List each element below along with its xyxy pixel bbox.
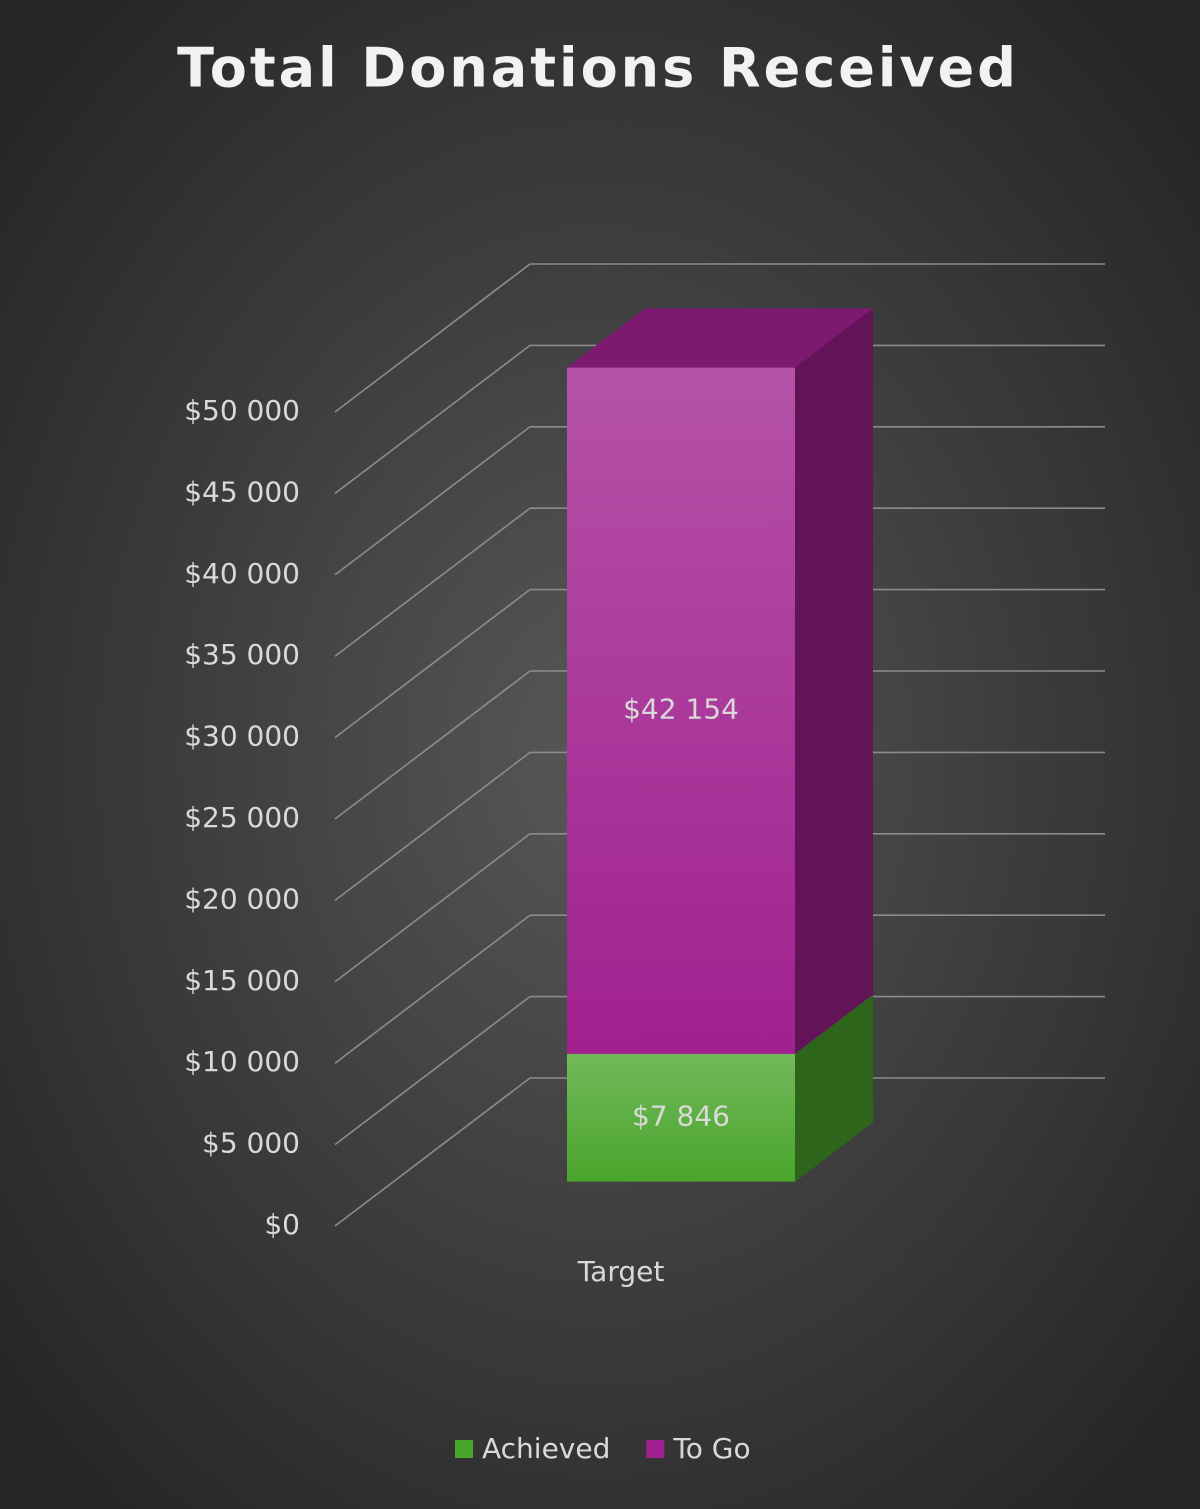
bar-top <box>567 308 873 368</box>
grid-line <box>334 344 531 495</box>
legend-swatch <box>646 1440 665 1458</box>
bar-shine <box>567 367 795 1054</box>
bar-side <box>795 308 873 1054</box>
y-tick-label: $0 <box>264 1208 300 1241</box>
data-label: $7 846 <box>632 1100 730 1133</box>
legend: Achieved To Go <box>455 1432 751 1465</box>
grid-line <box>334 833 531 983</box>
x-tick-label: Target <box>577 1255 665 1288</box>
grid-line <box>334 507 531 657</box>
y-tick-label: $25 000 <box>184 801 300 834</box>
legend-label: To Go <box>672 1432 750 1465</box>
grid-line <box>334 751 531 902</box>
bar-top-shade <box>567 308 873 368</box>
grid-line <box>334 263 531 413</box>
y-tick-label: $35 000 <box>184 638 300 671</box>
data-label: $42 154 <box>623 693 739 726</box>
legend-label: Achieved <box>482 1432 610 1465</box>
y-tick-label: $30 000 <box>184 720 300 753</box>
grid-line <box>334 914 531 1064</box>
y-tick-label: $10 000 <box>184 1045 300 1078</box>
y-tick-label: $40 000 <box>184 557 300 590</box>
bar-shine <box>567 1053 795 1182</box>
grid-line <box>334 426 531 576</box>
legend-swatch <box>455 1440 473 1458</box>
grid-line <box>334 1077 531 1227</box>
plot-area: $0 $5 000 $10 000 $15 000 $20 000 $25 000 $30 … <box>184 263 1105 1288</box>
chart-title: Total Donations Received <box>177 37 1019 100</box>
bar-side-shade <box>795 994 873 1182</box>
y-tick-label: $15 000 <box>184 964 300 997</box>
y-tick-label: $45 000 <box>184 475 300 508</box>
grid-line <box>334 670 531 820</box>
bar-side <box>795 994 873 1182</box>
grid-line <box>334 588 531 739</box>
grid-line <box>334 995 531 1146</box>
y-tick-label: $20 000 <box>184 882 300 915</box>
bar-side-shade <box>795 308 873 1054</box>
y-tick-label: $50 000 <box>184 394 300 427</box>
y-tick-label: $5 000 <box>202 1127 300 1160</box>
